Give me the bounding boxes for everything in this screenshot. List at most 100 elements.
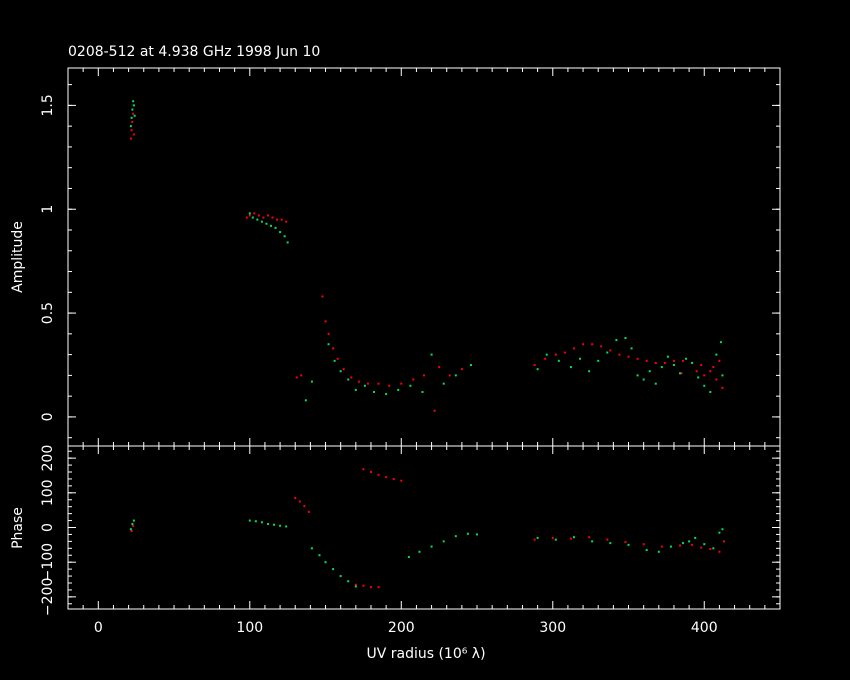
phase-point (362, 584, 365, 587)
phase-point (591, 540, 594, 543)
phase-point (132, 519, 135, 522)
amplitude-point (544, 357, 547, 360)
amplitude-point (695, 370, 698, 373)
phase-point (377, 473, 380, 476)
amplitude-point (336, 357, 339, 360)
amplitude-point (321, 295, 324, 298)
amplitude-point (606, 351, 609, 354)
amplitude-point (715, 353, 718, 356)
amplitude-point (588, 370, 591, 373)
amplitude-point (271, 216, 274, 219)
amplitude-point (133, 114, 136, 117)
amplitude-point (672, 364, 675, 366)
amplitude-point (703, 384, 706, 387)
phase-point (700, 546, 703, 549)
amplitude-point (409, 384, 412, 387)
amplitude-point (274, 226, 277, 229)
amplitude-point (295, 376, 298, 379)
amplitude-point (366, 382, 369, 385)
amplitude-point (257, 214, 260, 217)
x-tick-label: 100 (236, 620, 263, 636)
phase-axis-ticks: −200−100 0 100 200 (40, 445, 781, 616)
phase-point (339, 575, 342, 578)
amplitude-point (280, 218, 283, 221)
amplitude-point (642, 378, 645, 381)
phase-point (324, 561, 327, 564)
amplitude-point (397, 388, 400, 391)
phase-ytick-label: −200 (40, 578, 56, 616)
phase-point (130, 529, 133, 532)
amplitude-point (697, 376, 700, 379)
amplitude-point (624, 337, 627, 339)
amplitude-point (545, 353, 548, 356)
amplitude-point (342, 368, 345, 371)
amplitude-point (438, 366, 441, 369)
amplitude-point (350, 376, 353, 379)
amplitude-point (265, 222, 268, 225)
phase-ytick-label: 200 (40, 445, 56, 472)
amplitude-point (279, 231, 282, 234)
amplitude-point (533, 364, 536, 366)
phase-point (254, 520, 257, 523)
phase-point (588, 536, 591, 539)
phase-point (307, 510, 310, 513)
amplitude-point (327, 332, 330, 335)
phase-point (679, 544, 682, 547)
amplitude-point (618, 353, 621, 356)
phase-point (712, 547, 715, 550)
amplitude-point (430, 353, 433, 356)
amplitude-point (709, 370, 712, 373)
amplitude-point (132, 100, 135, 103)
amplitude-point (245, 216, 248, 219)
phase-point (572, 536, 575, 539)
amplitude-point (666, 355, 669, 358)
amplitude-ytick-label: 1.5 (40, 94, 56, 116)
amplitude-point (132, 112, 135, 115)
amplitude-point (709, 391, 712, 393)
amplitude-point (572, 347, 575, 350)
phase-point (551, 536, 554, 539)
phase-ytick-label: −100 (40, 543, 56, 581)
amplitude-point (636, 374, 639, 377)
phase-point (606, 538, 609, 541)
phase-point (669, 545, 672, 548)
amplitude-point (269, 224, 272, 227)
amplitude-point (132, 104, 135, 107)
amplitude-point (357, 380, 360, 383)
amplitude-point (129, 125, 132, 128)
phase-point (354, 583, 357, 586)
phase-point (660, 545, 663, 548)
amplitude-point (262, 216, 265, 219)
phase-point (718, 550, 721, 553)
phase-point (310, 547, 313, 550)
amplitude-point (691, 361, 694, 364)
amplitude-point (423, 374, 425, 377)
x-axis-label: UV radius (10⁶ λ) (366, 646, 485, 662)
amplitude-point (679, 372, 682, 375)
amplitude-point (660, 366, 663, 369)
amplitude-point (130, 116, 133, 119)
phase-point (273, 523, 276, 526)
x-tick-label: 300 (539, 620, 566, 636)
phase-point (248, 519, 251, 522)
amplitude-point (385, 393, 388, 396)
amplitude-ytick-label: 0.5 (40, 302, 56, 324)
x-axis-ticks: 0 100 200 300 400 (94, 620, 718, 636)
phase-point (369, 471, 372, 474)
amplitude-point (563, 351, 566, 354)
amplitude-point (654, 382, 657, 385)
amplitude-point (703, 374, 706, 377)
phase-point (466, 532, 469, 535)
amplitude-point (630, 347, 633, 350)
amplitude-ytick-label: 1 (40, 205, 56, 214)
amplitude-point (286, 241, 289, 244)
amplitude-point (627, 355, 630, 358)
phase-point (392, 477, 395, 480)
phase-point (442, 540, 445, 543)
phase-point (418, 550, 421, 553)
phase-point (609, 542, 612, 545)
amplitude-point (648, 370, 651, 373)
amplitude-point (347, 378, 350, 381)
amplitude-point (715, 378, 718, 381)
amplitude-point (339, 370, 342, 373)
